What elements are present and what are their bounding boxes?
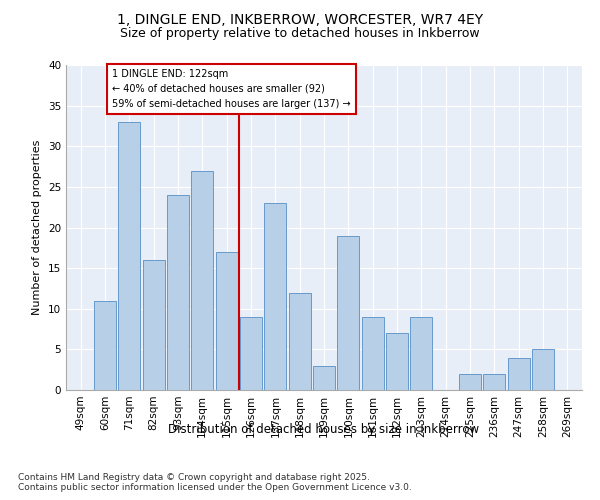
Bar — [386, 333, 408, 390]
Text: 1, DINGLE END, INKBERROW, WORCESTER, WR7 4EY: 1, DINGLE END, INKBERROW, WORCESTER, WR7… — [117, 12, 483, 26]
Text: Distribution of detached houses by size in Inkberrow: Distribution of detached houses by size … — [169, 422, 479, 436]
Bar — [94, 300, 116, 390]
Bar — [215, 252, 238, 390]
Bar — [191, 170, 213, 390]
Bar — [143, 260, 164, 390]
Bar — [508, 358, 530, 390]
Bar — [289, 292, 311, 390]
Bar — [362, 317, 383, 390]
Bar — [410, 317, 433, 390]
Bar — [118, 122, 140, 390]
Text: Contains HM Land Registry data © Crown copyright and database right 2025.
Contai: Contains HM Land Registry data © Crown c… — [18, 472, 412, 492]
Bar — [459, 374, 481, 390]
Bar — [484, 374, 505, 390]
Bar — [532, 350, 554, 390]
Bar — [265, 203, 286, 390]
Y-axis label: Number of detached properties: Number of detached properties — [32, 140, 43, 315]
Bar — [337, 236, 359, 390]
Text: Size of property relative to detached houses in Inkberrow: Size of property relative to detached ho… — [120, 28, 480, 40]
Bar — [240, 317, 262, 390]
Text: 1 DINGLE END: 122sqm
← 40% of detached houses are smaller (92)
59% of semi-detac: 1 DINGLE END: 122sqm ← 40% of detached h… — [112, 69, 351, 108]
Bar — [313, 366, 335, 390]
Bar — [167, 195, 189, 390]
